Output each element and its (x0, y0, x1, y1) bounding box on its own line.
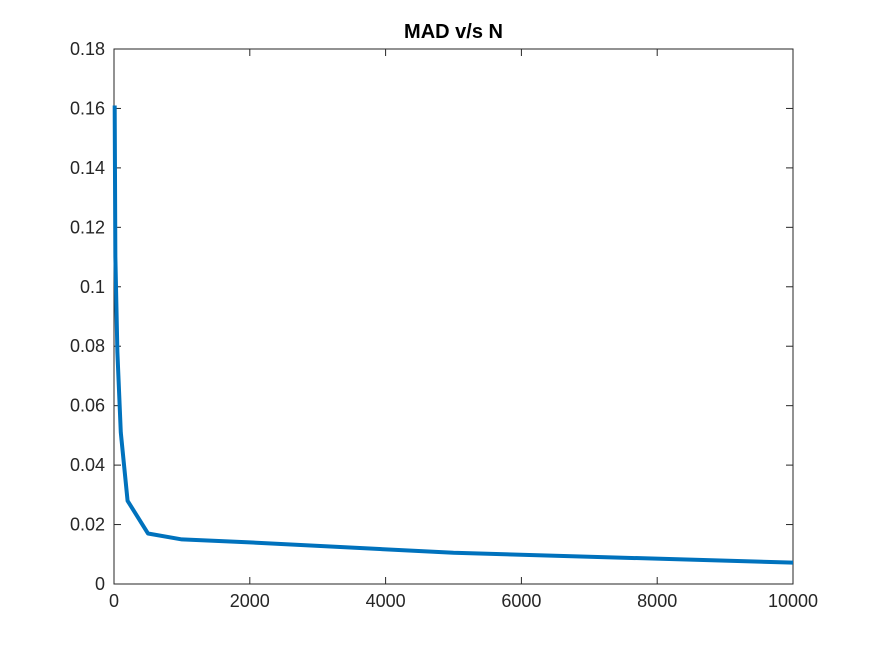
y-tick-label: 0.08 (70, 336, 105, 356)
series-line-mad (112, 105, 794, 565)
y-axis-ticks: 0 0.02 0.04 0.06 0.08 0.1 0.12 0.14 0.16 0.18 (70, 39, 793, 594)
x-tick-label: 0 (109, 591, 119, 611)
x-tick-label: 4000 (366, 591, 406, 611)
x-tick-label: 2000 (230, 591, 270, 611)
y-tick-label: 0.14 (70, 158, 105, 178)
series-layer (112, 105, 794, 565)
y-tick-label: 0.12 (70, 217, 105, 237)
y-tick-label: 0.18 (70, 39, 105, 59)
plot-area-frame (113, 48, 794, 585)
x-tick-label: 8000 (637, 591, 677, 611)
y-tick-label: 0.04 (70, 455, 105, 475)
y-tick-label: 0.16 (70, 98, 105, 118)
y-tick-label: 0.1 (80, 277, 105, 297)
x-tick-label: 6000 (501, 591, 541, 611)
y-tick-label: 0.06 (70, 396, 105, 416)
y-tick-label: 0 (95, 574, 105, 594)
x-axis-ticks: 0 2000 4000 6000 8000 10000 (109, 49, 818, 611)
chart-title: MAD v/s N (404, 21, 503, 43)
x-tick-label: 10000 (768, 591, 818, 611)
y-tick-label: 0.02 (70, 515, 105, 535)
